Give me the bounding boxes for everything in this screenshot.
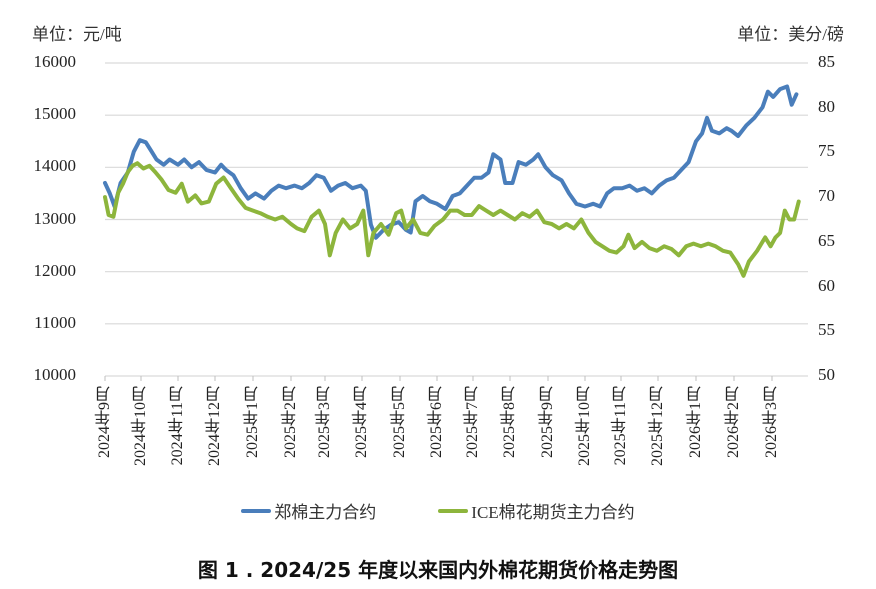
y-tick-left: 12000 — [33, 260, 77, 280]
y-tick-left: 13000 — [33, 208, 77, 228]
legend-label-zhengmian: 郑棉主力合约 — [274, 503, 377, 522]
chart-legend: 郑棉主力合约 ICE棉花期货主力合约 — [0, 498, 876, 523]
y-tick-right: 55 — [818, 320, 835, 340]
y-tick-right: 65 — [818, 230, 835, 250]
x-tick-label: 2025年12月 — [649, 386, 666, 466]
x-tick-label: 2024年9月 — [96, 386, 113, 458]
series-line-ice — [103, 161, 801, 278]
x-tick-label: 2025年1月 — [244, 386, 261, 458]
legend-swatch-green — [438, 508, 469, 513]
x-tick-label: 2025年8月 — [501, 386, 518, 458]
left-axis-unit: 单位：元/吨 — [32, 25, 122, 44]
y-tick-right: 80 — [818, 96, 835, 116]
y-tick-left: 15000 — [33, 104, 77, 124]
x-tick-label: 2025年6月 — [428, 386, 445, 458]
x-tick-label: 2024年10月 — [132, 386, 149, 466]
x-tick-label: 2025年7月 — [464, 386, 481, 458]
x-tick-label: 2025年10月 — [576, 386, 593, 466]
x-tick-label: 2025年4月 — [353, 386, 370, 458]
x-tick-label: 2025年5月 — [391, 386, 408, 458]
x-tick-label: 2026年1月 — [687, 386, 704, 458]
y-tick-right: 50 — [818, 365, 835, 384]
y-tick-right: 85 — [818, 52, 835, 71]
x-tick-label: 2026年2月 — [725, 386, 742, 458]
x-tick-label: 2025年3月 — [316, 386, 333, 458]
figure-caption: 图 1 . 2024/25 年度以来国内外棉花期货价格走势图 — [197, 558, 679, 582]
x-tick-label: 2024年12月 — [206, 386, 223, 466]
y-tick-right: 70 — [818, 186, 835, 206]
legend-item-ice: ICE棉花期货主力合约 — [438, 498, 635, 523]
x-tick-label: 2025年11月 — [612, 386, 629, 466]
y-tick-right: 60 — [818, 275, 835, 295]
x-tick-label: 2026年3月 — [763, 386, 780, 458]
legend-item-zhengmian: 郑棉主力合约 — [241, 498, 376, 523]
y-tick-right: 75 — [818, 141, 835, 161]
y-tick-left: 16000 — [33, 52, 77, 71]
legend-swatch-blue — [241, 508, 272, 513]
y-tick-left: 10000 — [33, 365, 77, 384]
y-tick-left: 11000 — [34, 312, 76, 332]
series-line-zhengmian — [103, 84, 799, 240]
x-tick-label: 2025年9月 — [539, 386, 556, 458]
y-tick-left: 14000 — [33, 156, 77, 176]
x-tick-label: 2024年11月 — [169, 386, 186, 466]
legend-label-ice: ICE棉花期货主力合约 — [471, 503, 635, 522]
right-axis-unit: 单位：美分/磅 — [737, 25, 844, 44]
x-tick-label: 2025年2月 — [282, 386, 299, 458]
